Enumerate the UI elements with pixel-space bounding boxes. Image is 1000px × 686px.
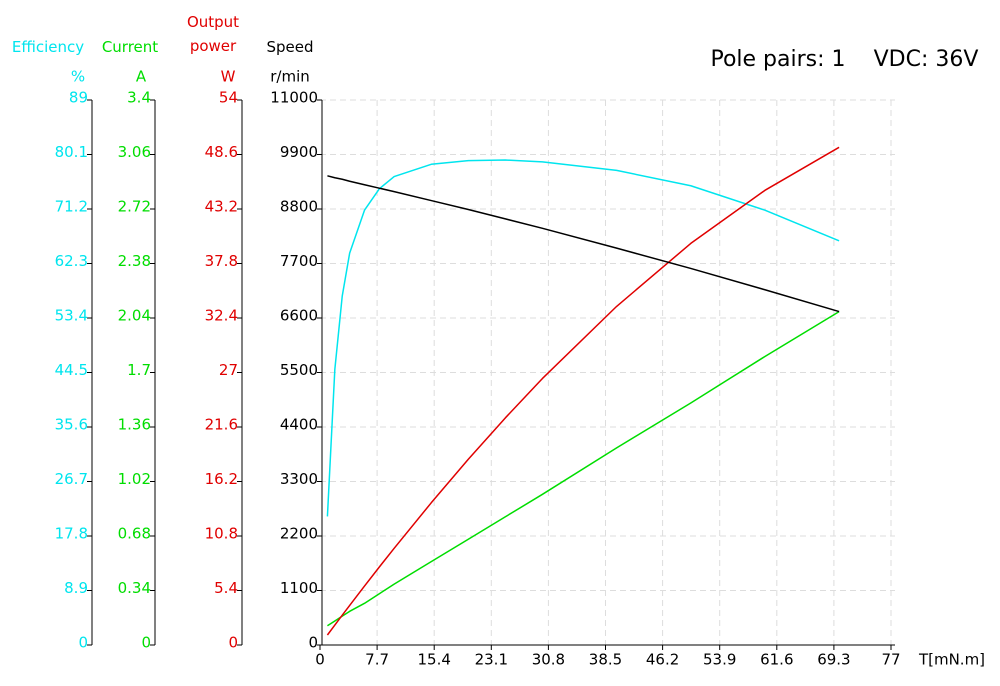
x-tick-label: 7.7	[365, 651, 389, 669]
axis-unit: A	[136, 68, 147, 86]
x-tick-label: 0	[315, 651, 325, 669]
y-tick-label: 89	[69, 89, 88, 107]
x-tick-label: 46.2	[646, 651, 679, 669]
y-tick-label: 1100	[280, 579, 318, 597]
y-tick-label: 2200	[280, 525, 318, 543]
y-tick-label: 37.8	[205, 252, 238, 270]
axis-title: Speed	[266, 38, 314, 56]
y-tick-label: 8.9	[64, 579, 88, 597]
y-tick-label: 62.3	[55, 252, 88, 270]
y-tick-label: 54	[219, 89, 238, 107]
y-tick-label: 43.2	[205, 198, 238, 216]
x-tick-label: 38.5	[589, 651, 622, 669]
y-tick-label: 2.38	[118, 252, 151, 270]
y-tick-label: 48.6	[205, 143, 238, 161]
annotation: VDC: 36V	[874, 47, 979, 72]
y-tick-label: 0.68	[118, 525, 151, 543]
x-tick-label: 69.3	[817, 651, 850, 669]
y-tick-label: 1.02	[118, 470, 151, 488]
x-tick-label: 30.8	[532, 651, 565, 669]
y-tick-label: 1.36	[118, 416, 151, 434]
y-tick-label: 71.2	[55, 198, 88, 216]
y-tick-label: 27	[219, 361, 238, 379]
y-tick-label: 4400	[280, 416, 318, 434]
axis-unit: %	[71, 68, 85, 86]
axis-unit: W	[221, 68, 236, 86]
y-tick-label: 32.4	[205, 307, 238, 325]
y-tick-label: 9900	[280, 143, 318, 161]
y-tick-label: 26.7	[55, 470, 88, 488]
axis-title: Efficiency	[11, 38, 85, 56]
y-tick-label: 16.2	[205, 470, 238, 488]
y-tick-label: 2.72	[118, 198, 151, 216]
y-tick-label: 3.06	[118, 143, 151, 161]
y-tick-label: 0	[308, 634, 318, 652]
x-tick-label: 23.1	[475, 651, 508, 669]
y-tick-label: 8800	[280, 198, 318, 216]
axis-title: Current	[101, 38, 159, 56]
y-tick-label: 11000	[270, 89, 318, 107]
curve	[327, 310, 840, 627]
y-tick-label: 7700	[280, 252, 318, 270]
y-tick-label: 3.4	[127, 89, 151, 107]
y-tick-label: 3300	[280, 470, 318, 488]
y-tick-label: 17.8	[55, 525, 88, 543]
y-tick-label: 0	[141, 634, 151, 652]
y-tick-label: 2.04	[118, 307, 151, 325]
annotation: Pole pairs: 1	[710, 47, 845, 72]
y-tick-label: 5500	[280, 361, 318, 379]
x-tick-label: 53.9	[703, 651, 736, 669]
y-tick-label: 1.7	[127, 361, 151, 379]
y-tick-label: 80.1	[55, 143, 88, 161]
y-tick-label: 0.34	[118, 579, 151, 597]
y-tick-label: 35.6	[55, 416, 88, 434]
y-tick-label: 21.6	[205, 416, 238, 434]
x-tick-label: 61.6	[760, 651, 793, 669]
curve	[327, 175, 840, 313]
axis-title: Output power	[186, 13, 240, 55]
y-tick-label: 44.5	[55, 361, 88, 379]
curve	[326, 159, 840, 517]
y-tick-label: 5.4	[214, 579, 238, 597]
y-tick-label: 53.4	[55, 307, 88, 325]
y-tick-label: 6600	[280, 307, 318, 325]
y-tick-label: 0	[228, 634, 238, 652]
curve	[326, 146, 840, 636]
x-tick-label: 77	[881, 651, 900, 669]
y-tick-label: 10.8	[205, 525, 238, 543]
x-axis-label: T[mN.m]	[918, 651, 985, 669]
x-tick-label: 15.4	[417, 651, 450, 669]
axis-unit: r/min	[270, 68, 310, 86]
y-tick-label: 0	[78, 634, 88, 652]
